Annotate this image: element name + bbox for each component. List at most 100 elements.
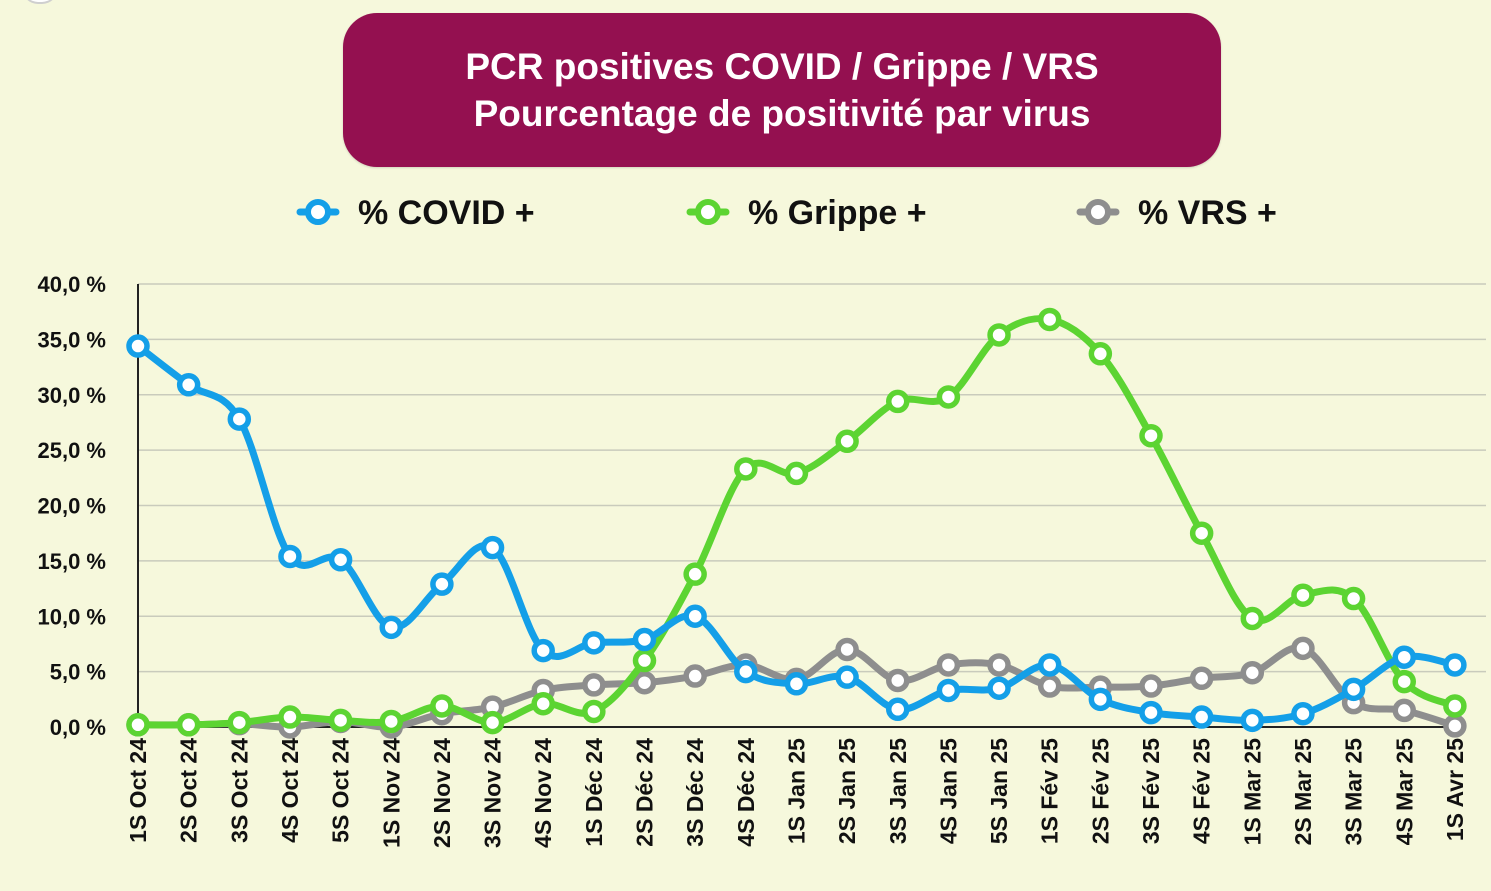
data-point <box>632 648 657 673</box>
x-tick-label: 4S Nov 24 <box>530 738 556 848</box>
data-point <box>1189 521 1214 545</box>
x-tick-label: 1S Oct 24 <box>125 738 151 843</box>
data-point <box>126 334 150 358</box>
x-tick-label: 2S Nov 24 <box>429 738 455 848</box>
data-point <box>1341 586 1366 611</box>
data-point <box>480 535 505 560</box>
x-tick-label: 3S Fév 25 <box>1138 738 1164 844</box>
series-lines <box>126 307 1467 739</box>
x-tick-label: 3S Déc 24 <box>682 738 708 847</box>
y-tick-label: 15,0 % <box>38 549 107 574</box>
x-axis-ticks: 1S Oct 24 2S Oct 24 3S Oct 24 4S Oct 24 5S O… <box>125 738 1468 848</box>
legend-item: % VRS + <box>1076 194 1277 232</box>
x-tick-label: 1S Fév 25 <box>1037 738 1063 844</box>
data-point <box>1392 645 1416 669</box>
data-point <box>278 544 302 569</box>
data-point <box>531 691 555 716</box>
data-point <box>936 678 961 703</box>
data-point <box>328 708 353 733</box>
data-point <box>784 672 809 696</box>
y-tick-label: 40,0 % <box>38 272 107 297</box>
data-point <box>1139 423 1163 448</box>
y-axis-ticks: 0,0 % 5,0 % 10,0 % 15,0 % 20,0 % 25,0 % 30,0 %… <box>38 272 107 740</box>
x-tick-label: 2S Déc 24 <box>632 738 658 847</box>
chart-title-box: PCR positives COVID / Grippe / VRS Pourc… <box>343 13 1221 167</box>
legend-item: % COVID + <box>296 194 535 232</box>
data-point <box>784 461 809 486</box>
data-point <box>1088 687 1113 712</box>
x-tick-label: 4S Fév 25 <box>1189 738 1215 844</box>
data-point <box>835 665 859 689</box>
legend: % COVID + % Grippe + % VRS + <box>296 194 1277 232</box>
legend-item: % Grippe + <box>686 194 927 232</box>
x-tick-label: 2S Fév 25 <box>1087 738 1113 844</box>
legend-label: % Grippe + <box>748 194 927 232</box>
data-point <box>1240 606 1265 631</box>
legend-marker-icon <box>305 199 331 225</box>
data-point <box>987 676 1011 700</box>
data-point <box>1189 705 1214 729</box>
y-tick-label: 35,0 % <box>38 327 107 352</box>
data-point <box>227 710 252 735</box>
y-tick-label: 10,0 % <box>38 604 107 629</box>
data-point <box>379 615 403 640</box>
data-point <box>1088 342 1113 366</box>
data-point <box>835 637 859 662</box>
data-point <box>835 429 859 454</box>
legend-marker-icon <box>695 199 721 225</box>
data-point <box>1443 714 1467 738</box>
x-tick-label: 1S Nov 24 <box>378 738 404 848</box>
x-tick-label: 1S Jan 25 <box>783 738 809 844</box>
y-tick-label: 20,0 % <box>38 494 107 519</box>
x-tick-label: 3S Nov 24 <box>480 738 506 848</box>
x-tick-label: 4S Mar 25 <box>1391 738 1417 846</box>
data-point <box>632 627 657 652</box>
grid-lines <box>138 283 1486 673</box>
data-point <box>227 407 252 431</box>
data-point <box>1037 307 1062 332</box>
data-point <box>430 572 454 596</box>
data-point <box>886 697 910 722</box>
data-point <box>1037 674 1062 698</box>
series-covid <box>126 334 1467 733</box>
data-point <box>734 659 758 684</box>
series-grippe <box>126 307 1467 737</box>
data-point <box>1443 653 1467 677</box>
data-point <box>531 638 555 663</box>
data-point <box>1291 701 1315 726</box>
legend-marker-icon <box>1085 199 1111 225</box>
y-tick-label: 30,0 % <box>38 383 107 408</box>
x-tick-label: 1S Déc 24 <box>581 738 607 847</box>
data-point <box>683 664 707 688</box>
data-point <box>734 457 758 481</box>
data-point <box>126 713 150 737</box>
x-tick-label: 3S Mar 25 <box>1341 738 1367 846</box>
data-point <box>987 653 1011 677</box>
x-tick-label: 3S Jan 25 <box>885 738 911 844</box>
data-point <box>987 323 1011 347</box>
data-point <box>683 604 707 628</box>
y-tick-label: 5,0 % <box>50 660 106 685</box>
y-tick-label: 0,0 % <box>50 715 106 740</box>
x-tick-label: 2S Mar 25 <box>1290 738 1316 846</box>
data-point <box>582 699 606 724</box>
data-point <box>176 713 201 737</box>
data-point <box>1139 674 1163 698</box>
x-tick-label: 2S Oct 24 <box>176 738 202 843</box>
data-point <box>1037 653 1062 677</box>
data-point <box>936 385 961 409</box>
data-point <box>176 373 201 397</box>
data-point <box>683 562 707 586</box>
legend-label: % COVID + <box>358 194 535 232</box>
x-tick-label: 3S Oct 24 <box>226 738 252 843</box>
x-tick-label: 1S Mar 25 <box>1239 738 1265 846</box>
data-point <box>886 668 910 693</box>
x-tick-label: 4S Jan 25 <box>935 738 961 844</box>
data-point <box>1240 660 1265 685</box>
data-point <box>582 673 606 697</box>
data-point <box>936 653 961 677</box>
x-tick-label: 4S Déc 24 <box>733 738 759 847</box>
data-point <box>1341 677 1366 702</box>
